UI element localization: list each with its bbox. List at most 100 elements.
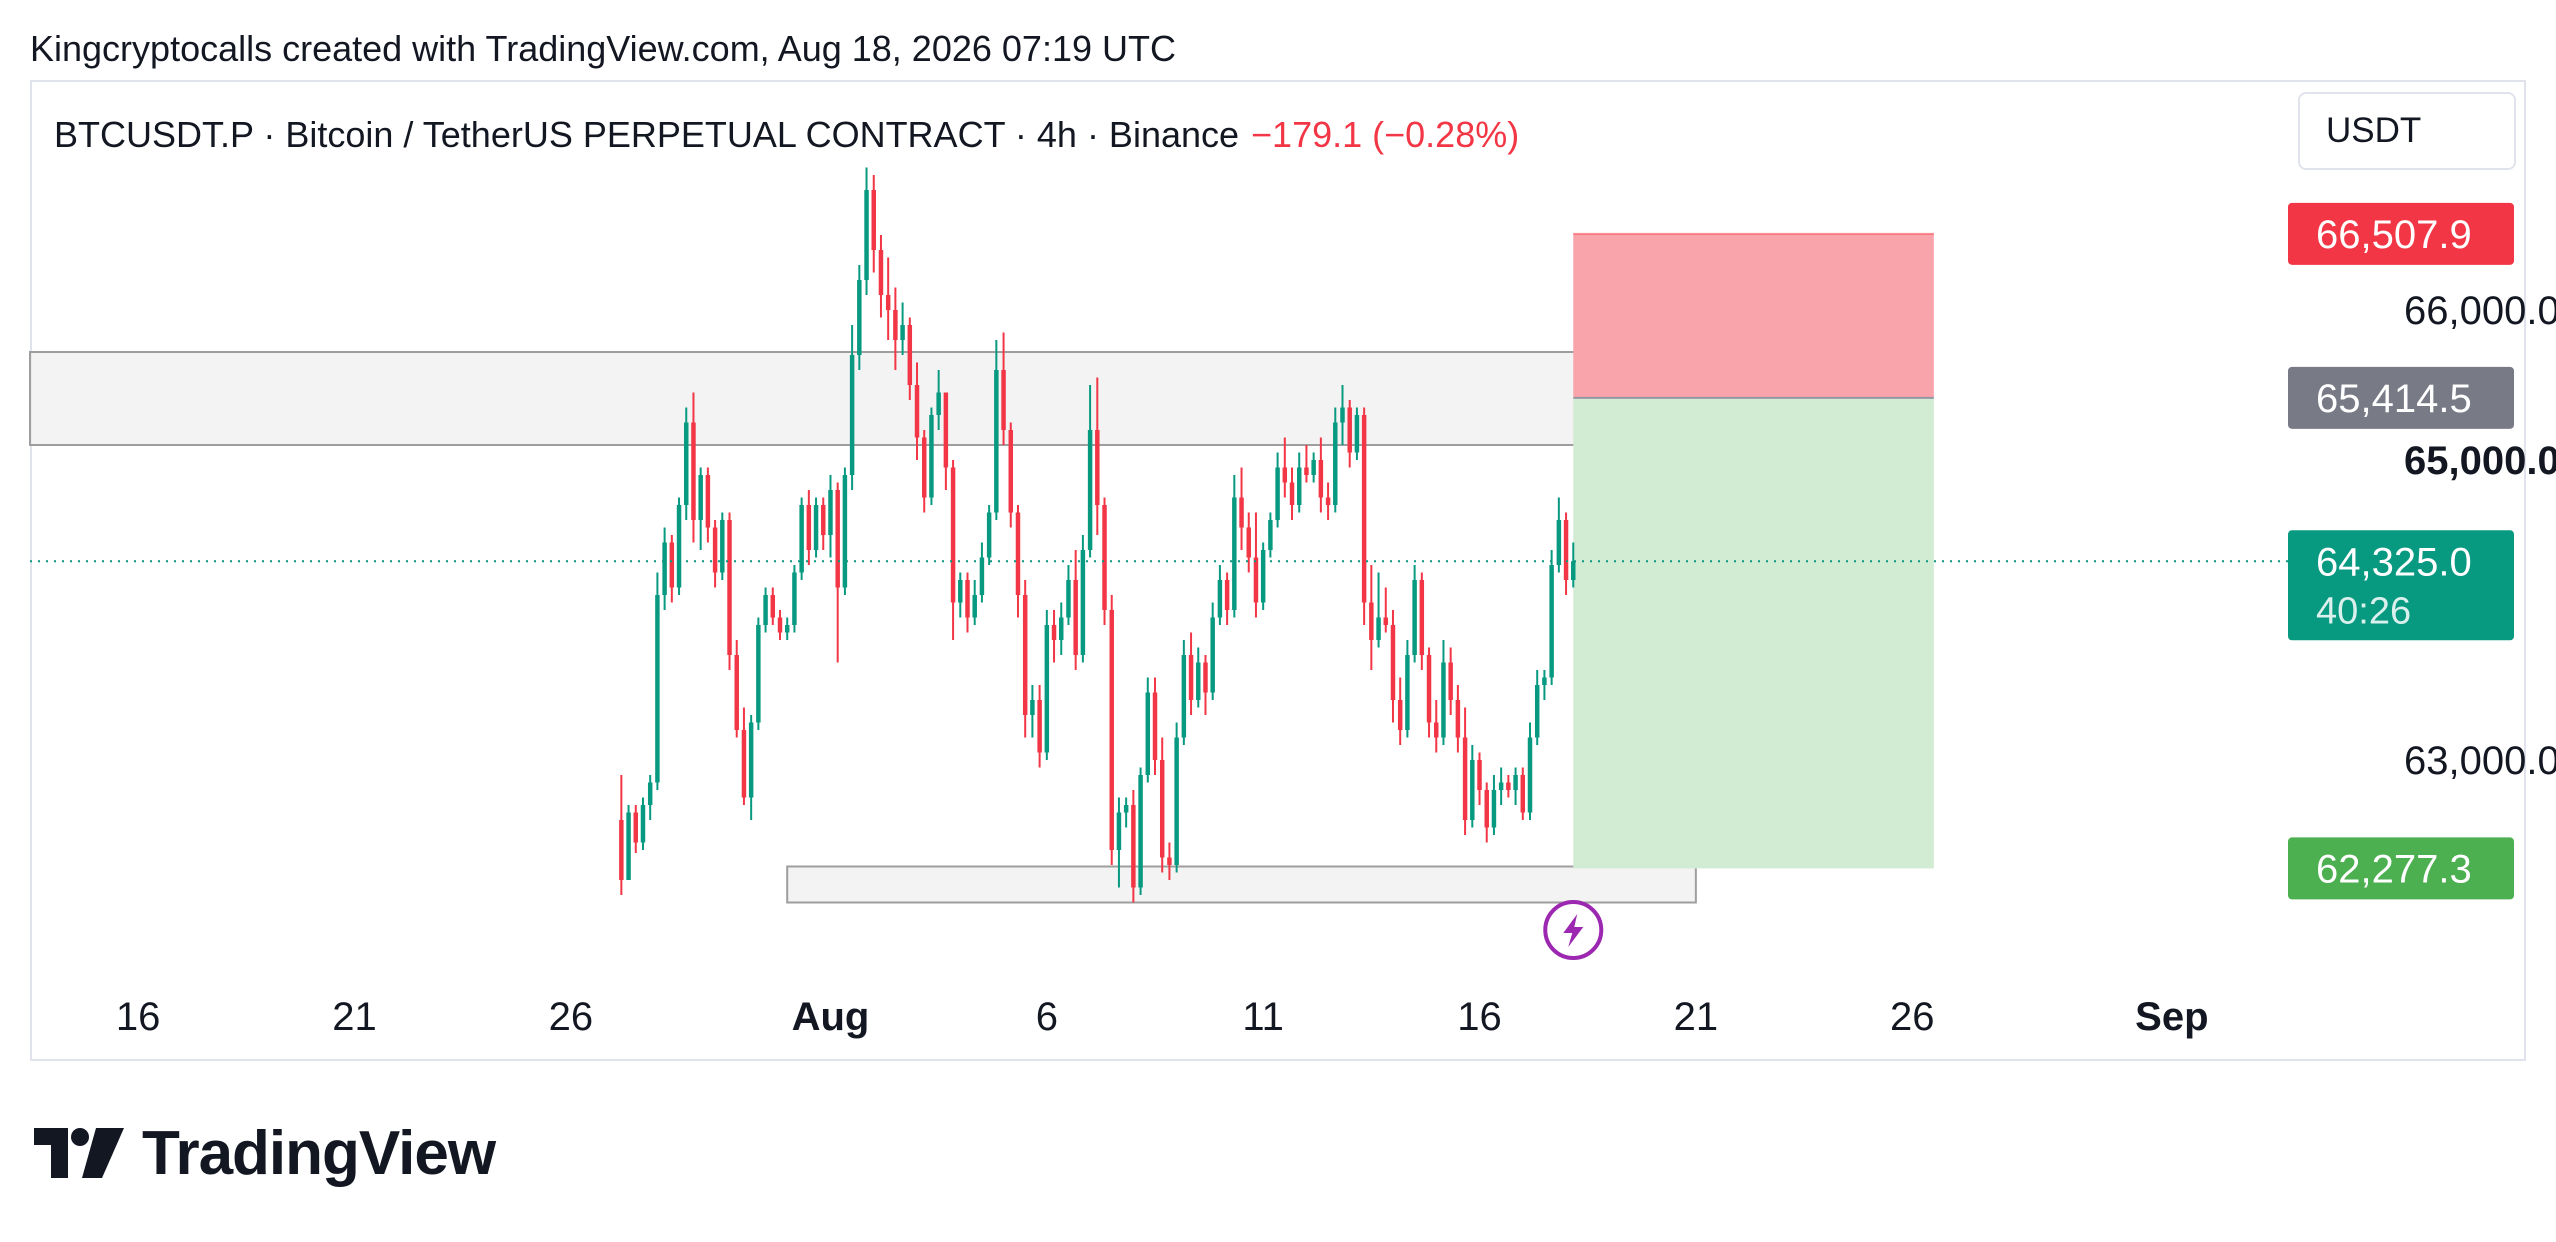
candle <box>655 572 660 790</box>
candle <box>1253 512 1259 618</box>
candle <box>784 617 790 640</box>
candle-body <box>748 722 754 798</box>
candle-body <box>1152 692 1158 760</box>
candle <box>893 287 898 370</box>
currency-button[interactable]: USDT <box>2298 92 2516 170</box>
candle-body <box>1102 505 1107 610</box>
candlestick-series <box>619 167 1576 903</box>
candle-body <box>958 580 963 603</box>
price-badge-label: 64,325.0 <box>2316 540 2472 584</box>
candle-body <box>1448 662 1453 700</box>
candle-body <box>1534 685 1540 738</box>
candle-body <box>705 475 711 528</box>
candle-body <box>972 595 977 618</box>
candle-body <box>885 295 891 310</box>
candle <box>1116 797 1122 888</box>
candle <box>1513 767 1518 805</box>
candle-body <box>1217 580 1223 618</box>
tradingview-logo[interactable]: TradingView <box>34 1118 496 1189</box>
candle-body <box>1311 460 1316 475</box>
candle <box>1484 782 1489 843</box>
x-tick-label: Aug <box>792 995 870 1039</box>
candle-body <box>655 595 660 783</box>
candle-body <box>1282 467 1288 483</box>
candle <box>1181 640 1187 745</box>
candle-body <box>950 467 956 603</box>
lightning-glyph <box>1563 914 1584 947</box>
candle <box>1282 437 1288 498</box>
candle-body <box>1268 520 1273 550</box>
candle-body <box>1210 617 1215 693</box>
candle-body <box>1001 370 1006 430</box>
candle <box>720 512 725 580</box>
candle <box>1066 565 1071 625</box>
x-tick-label: 16 <box>116 995 161 1039</box>
candle-body <box>662 542 667 595</box>
candle <box>1203 655 1208 715</box>
candle <box>799 497 804 580</box>
candle-body <box>857 280 862 355</box>
candle <box>1289 467 1295 520</box>
candle <box>662 527 667 610</box>
candle <box>1448 647 1453 715</box>
candle <box>1239 467 1244 550</box>
candle <box>1549 550 1554 685</box>
candle <box>929 407 934 505</box>
candle-body <box>1434 722 1439 738</box>
candle-body <box>1506 782 1511 790</box>
candle <box>1333 407 1338 513</box>
candle <box>640 797 646 850</box>
candle <box>1080 535 1086 663</box>
candle <box>1347 400 1352 468</box>
candle <box>1232 475 1237 618</box>
stop-loss-zone <box>1573 233 1934 398</box>
candle-body <box>784 625 790 633</box>
candle <box>1325 482 1331 520</box>
candle-body <box>893 310 898 340</box>
candle-body <box>1426 655 1432 723</box>
price-badge-current: 64,325.0 40:26 <box>2288 530 2514 641</box>
candle <box>864 167 869 295</box>
tradingview-wordmark: TradingView <box>142 1119 496 1188</box>
candle <box>1369 565 1374 670</box>
candle-body <box>1289 482 1295 505</box>
candle-body <box>1513 775 1518 790</box>
candle-body <box>1066 580 1071 618</box>
candle <box>1397 677 1403 745</box>
price-badge-bg <box>2288 837 2514 900</box>
candle-body <box>1397 700 1403 730</box>
candle <box>835 482 840 663</box>
lightning-icon <box>1543 900 1604 960</box>
candle <box>842 467 848 595</box>
candle <box>1030 685 1035 738</box>
y-tick-label: 63,000.0 <box>2404 739 2556 783</box>
candle-body <box>741 730 747 798</box>
price-change: −179.1 (−0.28%) <box>1251 114 1520 155</box>
candle-body <box>647 782 653 805</box>
overlay-layer <box>30 560 2290 960</box>
candle <box>763 587 768 633</box>
candle-body <box>1376 617 1381 640</box>
candle-body <box>936 392 941 415</box>
price-badge-target: 62,277.3 <box>2288 837 2514 900</box>
candle <box>1419 572 1425 670</box>
candle-body <box>1022 595 1028 715</box>
candle-body <box>727 520 732 655</box>
candle-body <box>1462 737 1468 820</box>
candle-body <box>1123 805 1129 813</box>
candle-body <box>1325 497 1331 505</box>
candle <box>619 775 624 895</box>
candle <box>741 707 747 805</box>
candle-body <box>756 625 761 723</box>
symbol-legend[interactable]: BTCUSDT.P · Bitcoin / TetherUS PERPETUAL… <box>54 114 1519 156</box>
short-position-tool <box>1573 232 1934 869</box>
candle <box>1210 602 1215 700</box>
candle-body <box>1008 430 1014 513</box>
candle <box>1534 670 1540 745</box>
candle-body <box>1174 737 1179 865</box>
x-tick-label: Sep <box>2135 995 2208 1039</box>
candle-body <box>1037 700 1042 753</box>
candle-body <box>1087 430 1093 550</box>
candle-body <box>1484 790 1489 828</box>
